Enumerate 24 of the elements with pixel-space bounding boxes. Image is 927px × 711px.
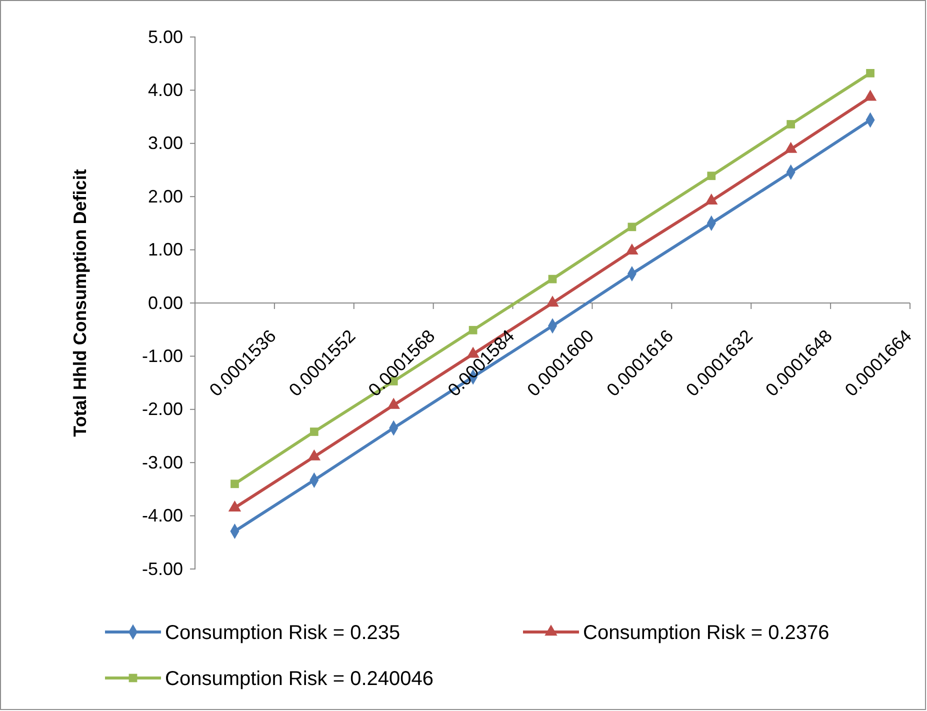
point [786, 120, 796, 128]
legend-label: Consumption Risk = 0.240046 [165, 668, 434, 690]
point [310, 428, 318, 436]
legend-label: Consumption Risk = 0.2376 [583, 622, 830, 644]
y-tick-label: 4.00 [148, 80, 183, 100]
y-tick-label: 1.00 [148, 240, 183, 260]
y-tick-label: 3.00 [148, 133, 183, 154]
point [548, 274, 557, 284]
point [705, 194, 718, 205]
legend-label: Consumption Risk = 0.235 [165, 622, 400, 644]
point [230, 480, 239, 488]
point [626, 244, 638, 255]
y-tick-label: -4.00 [142, 506, 183, 526]
y-tick-label: 2.00 [148, 186, 183, 206]
y-tick-label: 5.00 [148, 26, 183, 47]
point [628, 222, 636, 232]
y-tick-label: -3.00 [142, 452, 183, 472]
y-tick-label: 0.00 [148, 292, 183, 313]
point [707, 172, 716, 180]
y-tick-label: -1.00 [142, 346, 183, 366]
y-axis-title: Total Hhld Consumption Deficit [70, 169, 90, 437]
y-tick-label: -2.00 [142, 399, 183, 420]
point [866, 68, 874, 78]
y-tick-label: -5.00 [142, 558, 183, 579]
